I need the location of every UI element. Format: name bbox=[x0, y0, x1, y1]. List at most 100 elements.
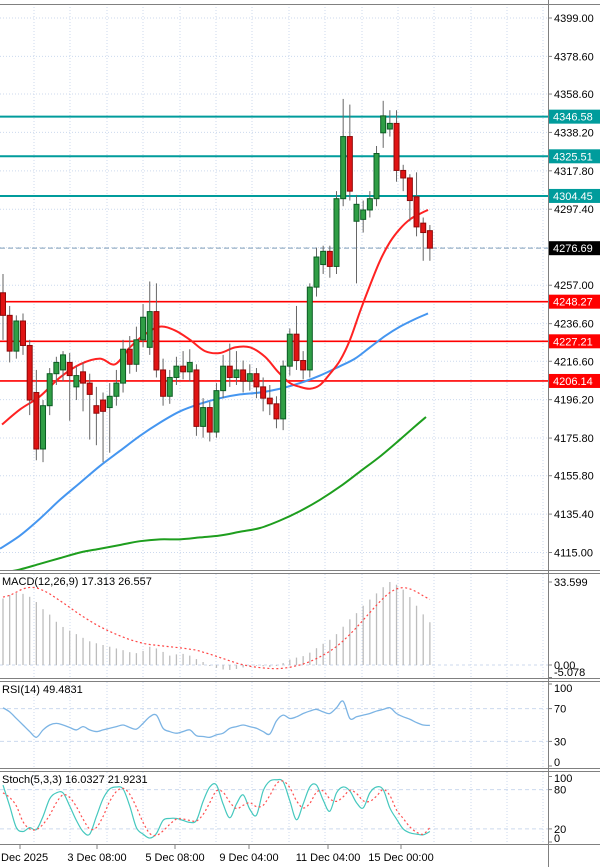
time-axis-label: 3 Dec 08:00 bbox=[67, 852, 126, 864]
candle-bearish bbox=[346, 136, 353, 192]
candle-bearish bbox=[193, 369, 200, 427]
price-level-tag-text: 4325.51 bbox=[553, 151, 593, 163]
indicator-axis-label: 0.00 bbox=[554, 660, 575, 672]
price-axis[interactable]: 4399.00 4378.60 4358.60 4338.20 4317.80 4297.… bbox=[548, 13, 600, 845]
price-level-tag-text: 4227.21 bbox=[553, 336, 593, 348]
grid-layer bbox=[0, 4, 548, 844]
candle-bearish bbox=[426, 230, 433, 249]
rsi-panel[interactable] bbox=[2, 700, 430, 739]
price-tick-label: 4317.80 bbox=[554, 166, 594, 178]
macd-panel[interactable] bbox=[2, 582, 431, 670]
candle-bullish bbox=[386, 122, 393, 130]
indicator-axis-label: 100 bbox=[554, 683, 572, 695]
candle-bullish bbox=[113, 382, 120, 397]
macd-signal-line bbox=[2, 586, 431, 670]
indicator-axis-label: 0 bbox=[554, 833, 560, 845]
candle-bullish bbox=[333, 198, 340, 267]
stoch-d-line bbox=[2, 780, 431, 837]
candle-bullish bbox=[146, 311, 153, 348]
price-level-tag bbox=[549, 334, 600, 349]
price-level-tag bbox=[549, 188, 600, 203]
price-level-tag-text: 4206.14 bbox=[553, 376, 593, 388]
candle-bullish bbox=[286, 333, 293, 367]
candle-bullish bbox=[233, 369, 240, 378]
price-level-tag bbox=[549, 149, 600, 164]
price-level-tag bbox=[549, 294, 600, 309]
indicator-axis-label: 30 bbox=[554, 736, 566, 748]
stochastic-panel[interactable] bbox=[2, 778, 431, 839]
candle-bearish bbox=[180, 365, 187, 373]
ma-mid-blue bbox=[0, 312, 429, 550]
candles-layer bbox=[0, 98, 433, 463]
price-tick-label: 4399.00 bbox=[554, 13, 594, 25]
candle-bearish bbox=[400, 169, 407, 179]
indicator-axis-label: 33.599 bbox=[554, 577, 588, 589]
candle-bearish bbox=[26, 344, 33, 401]
candle-bearish bbox=[93, 405, 100, 414]
candle-bearish bbox=[0, 292, 6, 316]
candle-bearish bbox=[266, 397, 273, 405]
candle-bullish bbox=[106, 395, 113, 409]
candle-bullish bbox=[73, 375, 80, 388]
price-level-tag bbox=[549, 241, 600, 256]
time-axis[interactable]: 1 Dec 2025 3 Dec 08:00 5 Dec 08:00 9 Dec 04… bbox=[0, 845, 434, 864]
candle-bullish bbox=[246, 373, 253, 382]
indicator-axis-label: 100 bbox=[554, 773, 572, 785]
ma-slow-green bbox=[12, 416, 427, 570]
candle-bullish bbox=[13, 320, 20, 352]
time-axis-label: 1 Dec 2025 bbox=[0, 852, 48, 864]
price-tick-label: 4216.60 bbox=[554, 356, 594, 368]
time-axis-label: 5 Dec 08:00 bbox=[145, 852, 204, 864]
candle-bearish bbox=[6, 314, 13, 352]
price-tick-label: 4135.40 bbox=[554, 509, 594, 521]
candle-bullish bbox=[380, 115, 387, 134]
candle-bearish bbox=[293, 333, 300, 362]
time-axis-label: 9 Dec 04:00 bbox=[219, 852, 278, 864]
price-level-tag-text: 4276.69 bbox=[553, 243, 593, 255]
indicator-axis-label: 80 bbox=[554, 785, 566, 797]
price-level-tag-text: 4248.27 bbox=[553, 297, 593, 309]
candle-bullish bbox=[60, 354, 67, 371]
price-tick-label: 4155.80 bbox=[554, 471, 594, 483]
candle-bearish bbox=[406, 177, 413, 202]
price-level-tag-text: 4304.45 bbox=[553, 191, 593, 203]
candle-bullish bbox=[173, 365, 180, 378]
price-level-tag-text: 4346.58 bbox=[553, 112, 593, 124]
price-tick-label: 4378.60 bbox=[554, 51, 594, 63]
candle-bearish bbox=[80, 371, 87, 384]
price-tick-label: 4358.60 bbox=[554, 89, 594, 101]
indicator-axis-label: -5.078 bbox=[554, 667, 585, 679]
candle-bullish bbox=[53, 361, 60, 375]
price-tick-label: 4236.60 bbox=[554, 319, 594, 331]
candle-bullish bbox=[313, 256, 320, 288]
candle-bearish bbox=[300, 360, 307, 371]
price-tick-label: 4196.20 bbox=[554, 395, 594, 407]
candle-bearish bbox=[240, 369, 247, 382]
candle-bullish bbox=[306, 286, 313, 371]
candle-bearish bbox=[393, 122, 400, 171]
candle-bearish bbox=[20, 320, 27, 346]
candle-bullish bbox=[140, 316, 147, 341]
candle-bullish bbox=[340, 136, 347, 200]
price-level-tag bbox=[549, 373, 600, 388]
candle-bullish bbox=[220, 365, 227, 392]
ma-fast-red bbox=[1, 209, 429, 426]
candle-bullish bbox=[46, 373, 53, 407]
time-axis-label: 15 Dec 00:00 bbox=[368, 852, 433, 864]
candle-bearish bbox=[226, 365, 233, 378]
candle-bullish bbox=[166, 376, 173, 397]
candle-bearish bbox=[66, 361, 73, 377]
candle-bullish bbox=[213, 390, 220, 433]
indicator-axis-label: 70 bbox=[554, 704, 566, 716]
candle-bullish bbox=[186, 361, 193, 373]
candle-bearish bbox=[326, 250, 333, 267]
candle-bullish bbox=[320, 250, 327, 266]
price-tick-label: 4115.00 bbox=[554, 547, 593, 559]
indicator-axis-label: 0 bbox=[554, 757, 560, 769]
candle-bearish bbox=[420, 222, 427, 234]
candle-bearish bbox=[33, 392, 40, 450]
candle-bullish bbox=[366, 198, 373, 211]
